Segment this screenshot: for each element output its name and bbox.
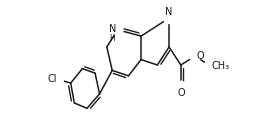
Text: N: N (109, 24, 117, 34)
Text: N: N (165, 7, 173, 17)
Circle shape (175, 81, 186, 92)
Text: O: O (197, 51, 204, 61)
Circle shape (164, 13, 175, 24)
Circle shape (204, 60, 215, 71)
Circle shape (53, 74, 64, 85)
Text: CH₃: CH₃ (211, 61, 230, 71)
Text: O: O (177, 88, 185, 98)
Circle shape (112, 24, 123, 35)
Text: Cl: Cl (48, 74, 57, 84)
Text: H: H (110, 34, 116, 43)
Circle shape (190, 51, 201, 61)
